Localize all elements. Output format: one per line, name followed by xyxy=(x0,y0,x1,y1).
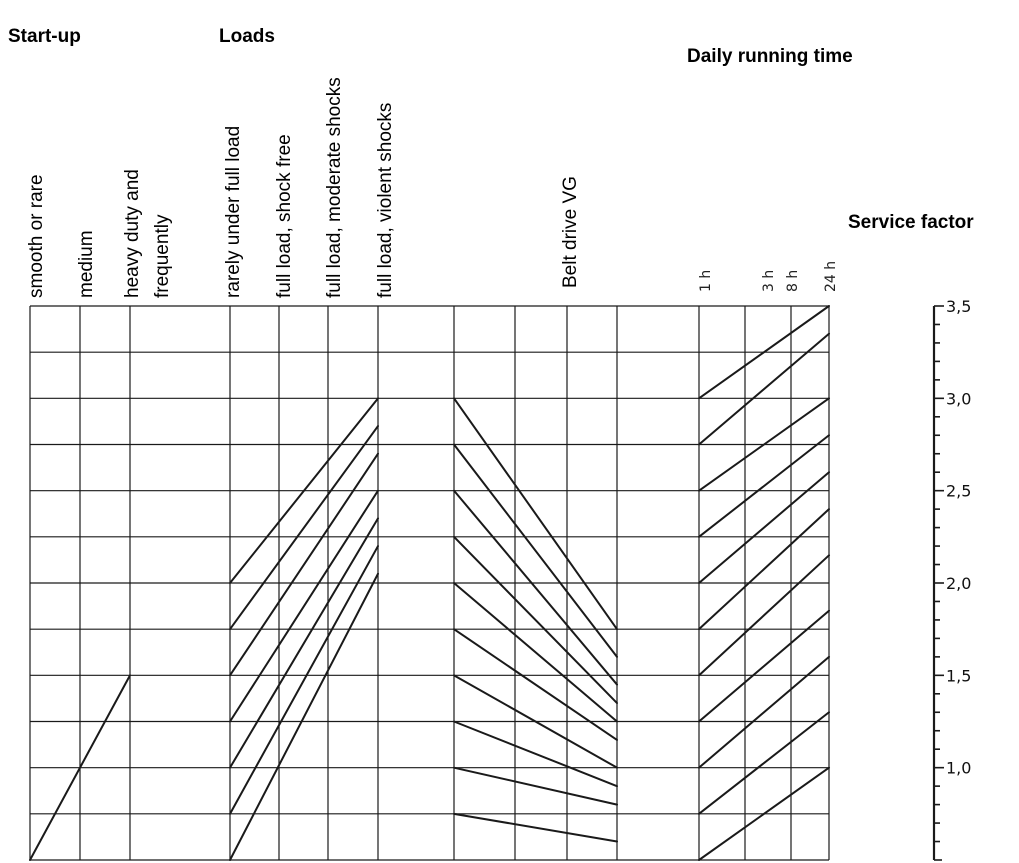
scale-label: 2,5 xyxy=(946,482,971,501)
scale-label: 1,5 xyxy=(946,666,971,685)
running-time-line xyxy=(698,332,830,446)
service-factor-scale xyxy=(932,305,944,861)
loads-guide-lines xyxy=(229,397,379,861)
belt-drive-line xyxy=(453,812,618,843)
startup-heading: Start-up xyxy=(8,26,81,47)
running-time-guide-lines xyxy=(698,305,830,861)
running-time-line xyxy=(698,305,830,400)
label-startup-frequently: frequently xyxy=(152,214,173,298)
label-startup-heavy-duty: heavy duty and xyxy=(122,169,143,298)
belt-drive-line xyxy=(453,397,618,631)
running-time-line xyxy=(698,609,830,723)
label-hours-24h: 24 h xyxy=(823,261,839,292)
running-time-line xyxy=(698,434,830,538)
loads-line xyxy=(229,572,379,861)
loads-line xyxy=(229,452,379,677)
running-time-line xyxy=(698,397,830,492)
startup-line xyxy=(29,674,131,861)
label-load-violent-shocks: full load, violent shocks xyxy=(375,103,396,298)
running-time-line xyxy=(698,655,830,769)
service-factor-scale-labels: 3,5 3,0 2,5 2,0 1,5 1,0 xyxy=(946,297,971,778)
scale-label: 3,5 xyxy=(946,297,971,316)
running-time-line xyxy=(698,508,830,631)
label-load-moderate-shocks: full load, moderate shocks xyxy=(324,77,345,298)
belt-drive-line xyxy=(453,489,618,686)
belt-drive-line xyxy=(453,766,618,806)
startup-guide-lines xyxy=(29,674,131,861)
scale-label: 2,0 xyxy=(946,574,971,593)
belt-drive-line xyxy=(453,443,618,658)
label-hours-1h: 1 h xyxy=(698,270,714,292)
belt-drive-guide-lines xyxy=(453,397,618,843)
loads-line xyxy=(229,517,379,769)
label-belt-drive: Belt drive VG xyxy=(560,176,581,288)
loads-line xyxy=(229,397,379,584)
daily-running-time-heading: Daily running time xyxy=(687,46,853,67)
belt-drive-line xyxy=(453,582,618,723)
loads-line xyxy=(229,425,379,631)
nomogram-grid xyxy=(29,305,830,861)
running-time-line xyxy=(698,471,830,584)
belt-drive-line xyxy=(453,628,618,741)
scale-label: 1,0 xyxy=(946,759,971,778)
label-load-shock-free: full load, shock free xyxy=(274,134,295,298)
loads-line xyxy=(229,545,379,815)
label-startup-smooth: smooth or rare xyxy=(26,174,47,298)
loads-heading: Loads xyxy=(219,26,275,47)
running-time-line xyxy=(698,766,830,861)
running-time-line xyxy=(698,711,830,815)
label-startup-medium: medium xyxy=(76,230,97,298)
label-hours-3h: 3 h xyxy=(761,270,777,292)
belt-drive-line xyxy=(453,535,618,705)
service-factor-heading: Service factor xyxy=(848,212,974,233)
loads-line xyxy=(229,489,379,723)
label-hours-8h: 8 h xyxy=(785,270,801,292)
scale-label: 3,0 xyxy=(946,389,971,408)
running-time-line xyxy=(698,554,830,677)
belt-drive-line xyxy=(453,674,618,769)
belt-drive-line xyxy=(453,720,618,788)
label-load-rarely-full: rarely under full load xyxy=(223,126,244,298)
